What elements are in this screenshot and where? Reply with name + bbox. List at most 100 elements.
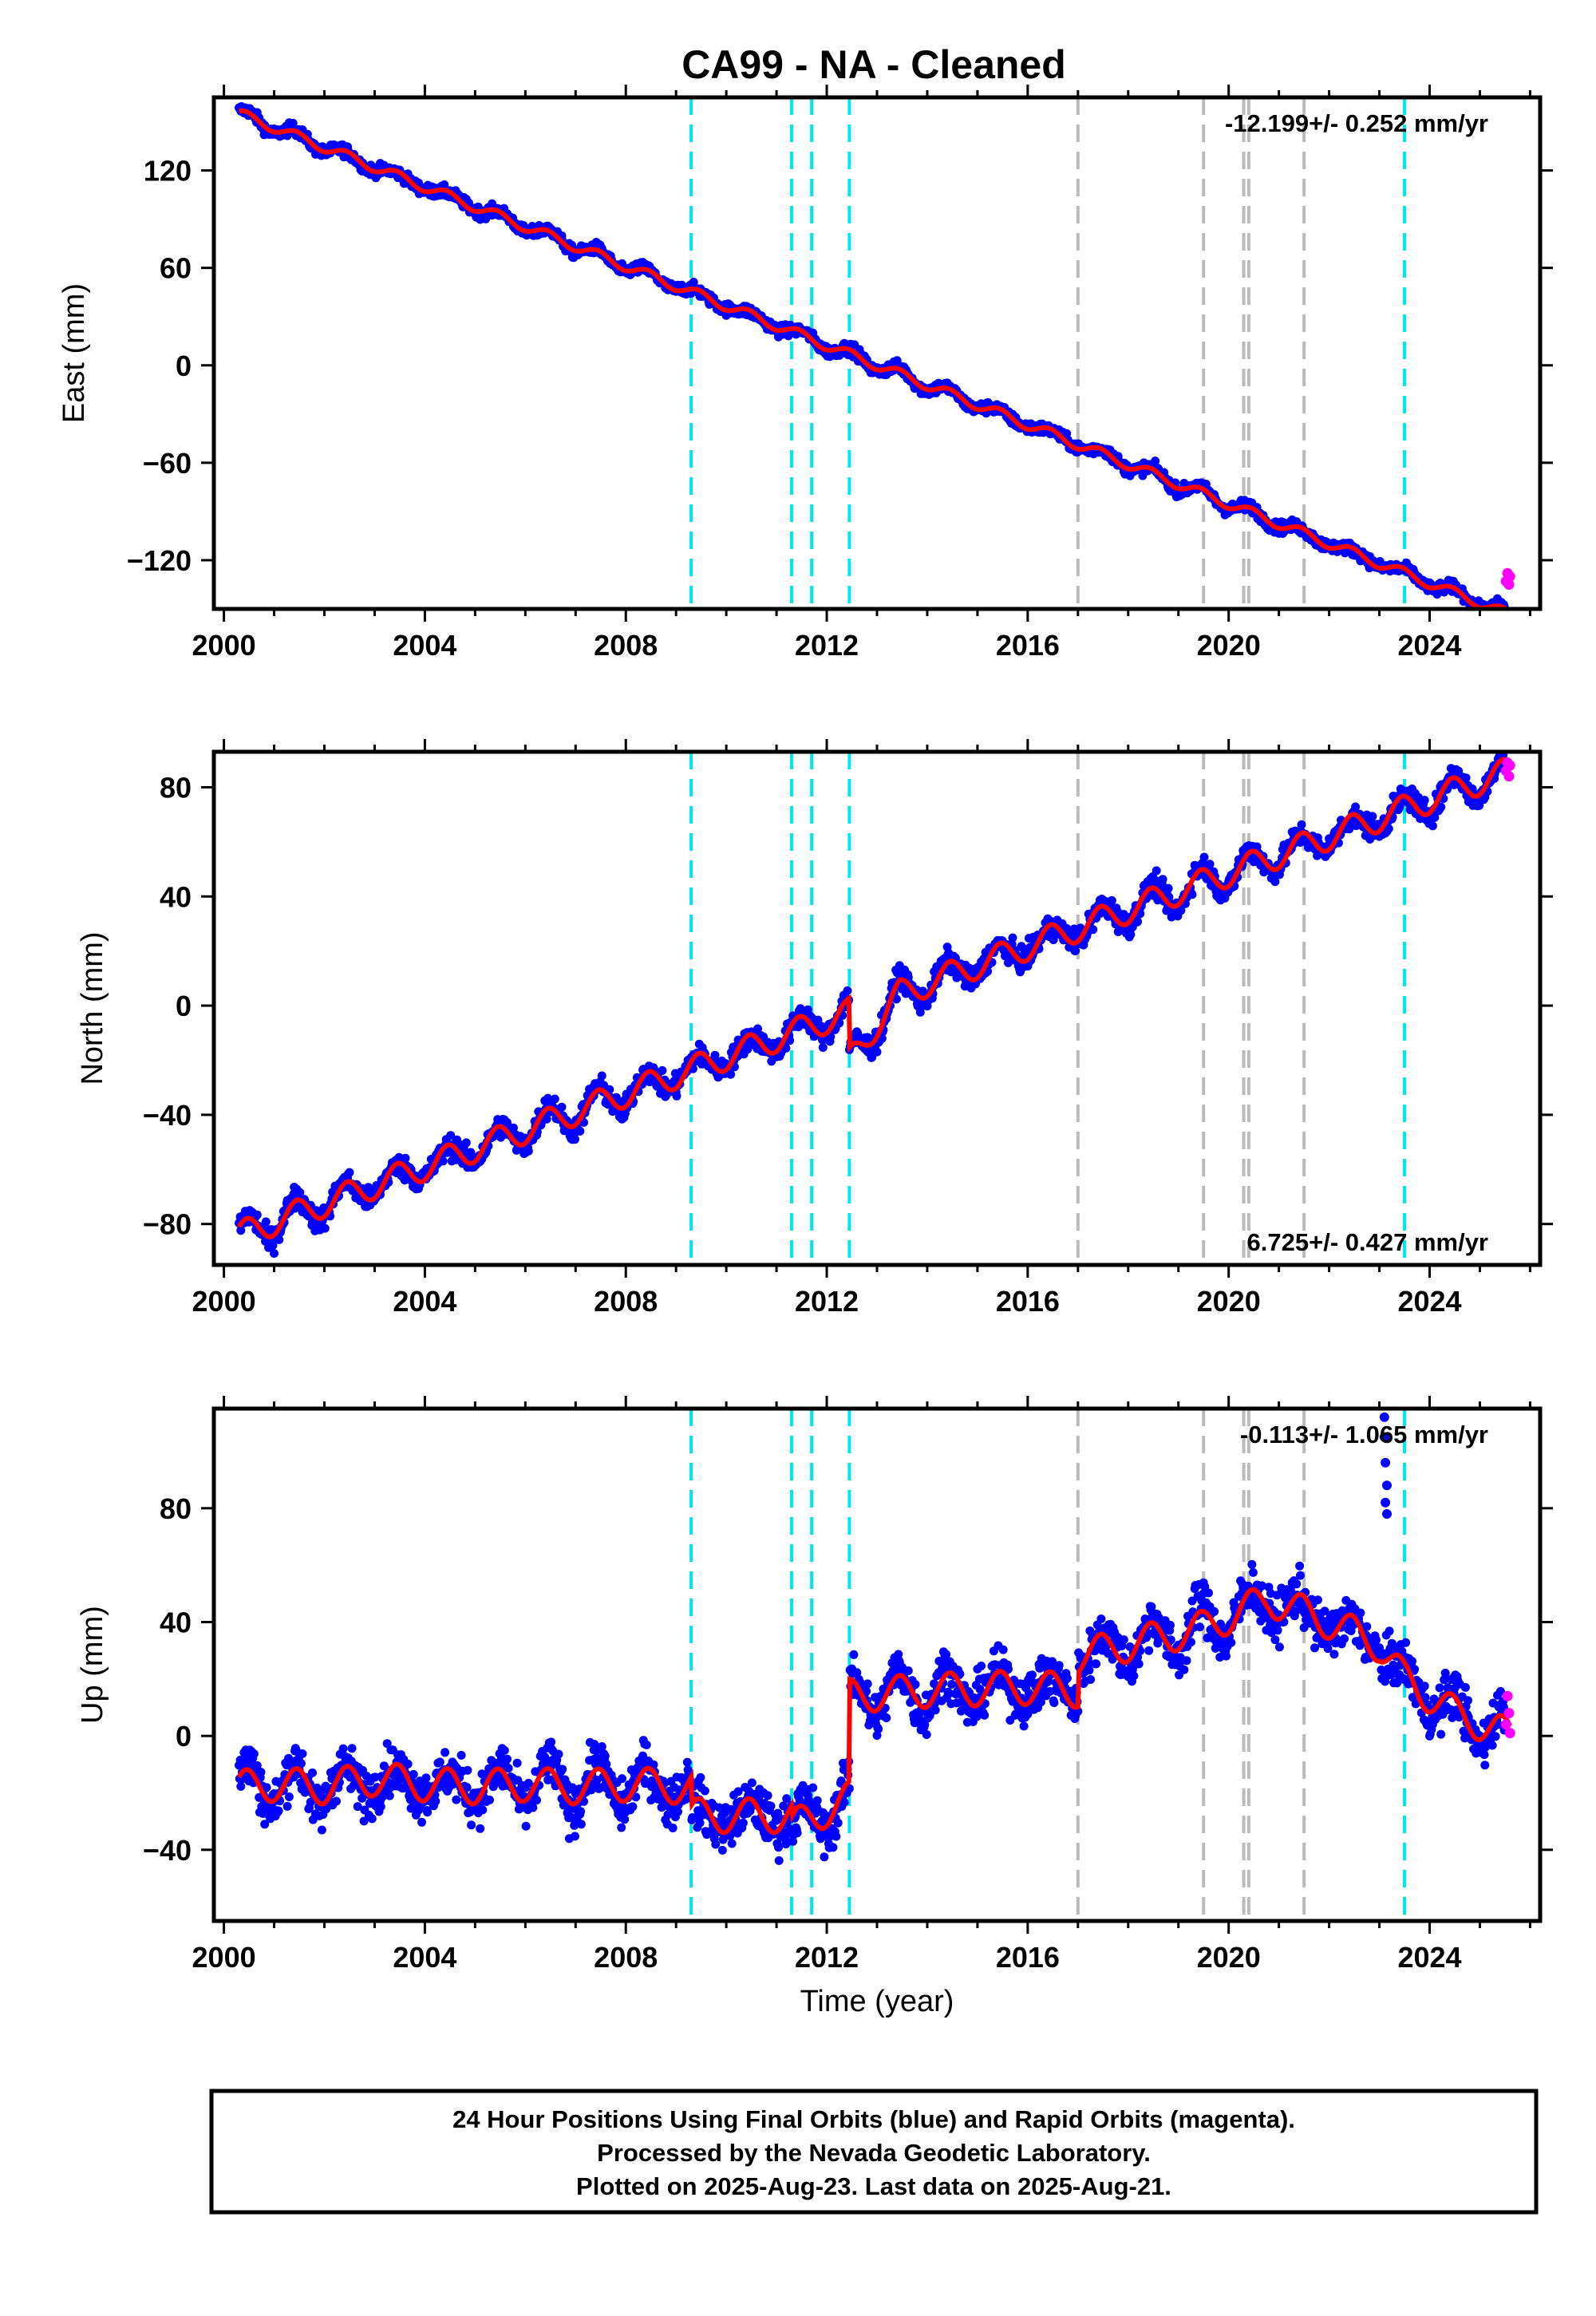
data-point xyxy=(682,1757,692,1767)
data-point xyxy=(576,1807,586,1816)
x-tick-label: 2004 xyxy=(393,629,456,662)
data-point xyxy=(700,1786,709,1796)
y-tick-label: 120 xyxy=(144,155,192,188)
data-point xyxy=(467,1820,476,1830)
data-point xyxy=(558,1765,567,1774)
data-point xyxy=(252,1210,262,1219)
y-tick-label: 0 xyxy=(176,990,192,1022)
data-point xyxy=(597,1071,606,1081)
data-point xyxy=(308,1768,317,1777)
x-tick-label: 2024 xyxy=(1397,629,1461,662)
data-point xyxy=(1199,852,1209,862)
y-tick-label: −120 xyxy=(127,544,192,577)
data-point xyxy=(385,1791,394,1800)
data-point xyxy=(1368,812,1377,821)
data-point xyxy=(571,1135,579,1144)
data-point xyxy=(1088,925,1098,935)
x-tick-label: 2016 xyxy=(996,629,1060,662)
data-point xyxy=(270,1249,279,1258)
data-point xyxy=(347,1744,357,1753)
x-tick-label: 2012 xyxy=(795,629,859,662)
north-panel: 2000 2004 2008 2012 2016 2020 2024−80−4004080N… xyxy=(76,739,1553,1318)
data-point xyxy=(1107,895,1116,905)
data-point xyxy=(500,1745,509,1755)
data-point xyxy=(256,1768,266,1777)
data-point xyxy=(403,1759,413,1769)
data-point xyxy=(367,1814,377,1824)
data-point xyxy=(440,1748,450,1757)
model-fit-line xyxy=(239,108,1511,609)
data-point xyxy=(503,1754,512,1764)
data-point xyxy=(236,1781,246,1791)
data-point xyxy=(435,1757,444,1767)
data-point xyxy=(1297,820,1306,829)
data-point xyxy=(843,986,852,995)
data-point xyxy=(818,1043,828,1052)
data-point xyxy=(600,1751,610,1761)
rapid-orbit-point xyxy=(1503,579,1515,590)
data-point xyxy=(617,1823,626,1832)
data-point xyxy=(1163,883,1173,893)
data-point xyxy=(1008,933,1017,943)
data-point xyxy=(421,1773,431,1783)
data-point xyxy=(550,1094,559,1104)
data-point xyxy=(295,1188,305,1197)
data-point xyxy=(872,1047,882,1057)
data-point xyxy=(575,1126,585,1136)
data-point xyxy=(618,1774,626,1784)
data-point xyxy=(628,1802,638,1812)
data-point xyxy=(317,1825,326,1835)
data-point xyxy=(284,1792,294,1801)
data-point xyxy=(478,1805,488,1815)
x-tick-label: 2024 xyxy=(1397,1285,1461,1318)
data-point xyxy=(1420,796,1429,805)
y-axis-label: North (mm) xyxy=(76,931,109,1085)
data-point xyxy=(695,1818,705,1828)
data-point xyxy=(1158,875,1167,884)
data-point xyxy=(532,1796,541,1805)
data-point xyxy=(528,1803,538,1812)
y-tick-label: −40 xyxy=(143,1099,192,1132)
data-point xyxy=(249,1749,259,1759)
rapid-orbit-point xyxy=(1503,771,1515,782)
data-point xyxy=(376,1802,385,1812)
data-point xyxy=(521,1821,531,1831)
data-point xyxy=(456,1750,466,1760)
y-tick-label: −60 xyxy=(143,447,192,480)
y-tick-label: 40 xyxy=(160,880,192,913)
x-tick-label: 2012 xyxy=(795,1285,859,1318)
data-point xyxy=(461,1138,471,1148)
data-point xyxy=(557,1102,567,1112)
x-tick-label: 2000 xyxy=(192,629,256,662)
data-point xyxy=(274,1806,283,1816)
y-tick-label: 80 xyxy=(160,771,192,804)
data-point xyxy=(338,1744,348,1753)
x-tick-label: 2020 xyxy=(1197,1285,1261,1318)
data-point xyxy=(423,1808,433,1817)
data-point xyxy=(417,1817,426,1827)
data-point xyxy=(431,1796,440,1806)
east-panel: 2000 2004 2008 2012 2016 2020 2024−120−6006012… xyxy=(57,85,1553,662)
data-point xyxy=(642,1740,651,1749)
data-point xyxy=(668,1824,678,1832)
data-point xyxy=(332,1796,341,1806)
data-point xyxy=(236,1226,246,1235)
data-point xyxy=(512,1758,522,1768)
data-point xyxy=(345,1168,354,1177)
data-point xyxy=(320,1223,330,1233)
data-point xyxy=(696,1773,705,1782)
data-point xyxy=(523,1778,533,1788)
data-point xyxy=(282,1801,292,1811)
data-point xyxy=(452,1795,461,1804)
data-point xyxy=(554,1749,563,1759)
data-point xyxy=(1071,946,1080,955)
data-point xyxy=(298,1749,307,1758)
data-point xyxy=(275,1235,284,1244)
data-point xyxy=(658,1065,667,1075)
y-axis-label: East (mm) xyxy=(57,283,91,423)
data-point xyxy=(620,1815,630,1824)
data-point xyxy=(261,1217,271,1227)
data-point xyxy=(672,1091,681,1101)
velocity-rate-label: -12.199+/- 0.252 mm/yr xyxy=(1225,109,1488,137)
